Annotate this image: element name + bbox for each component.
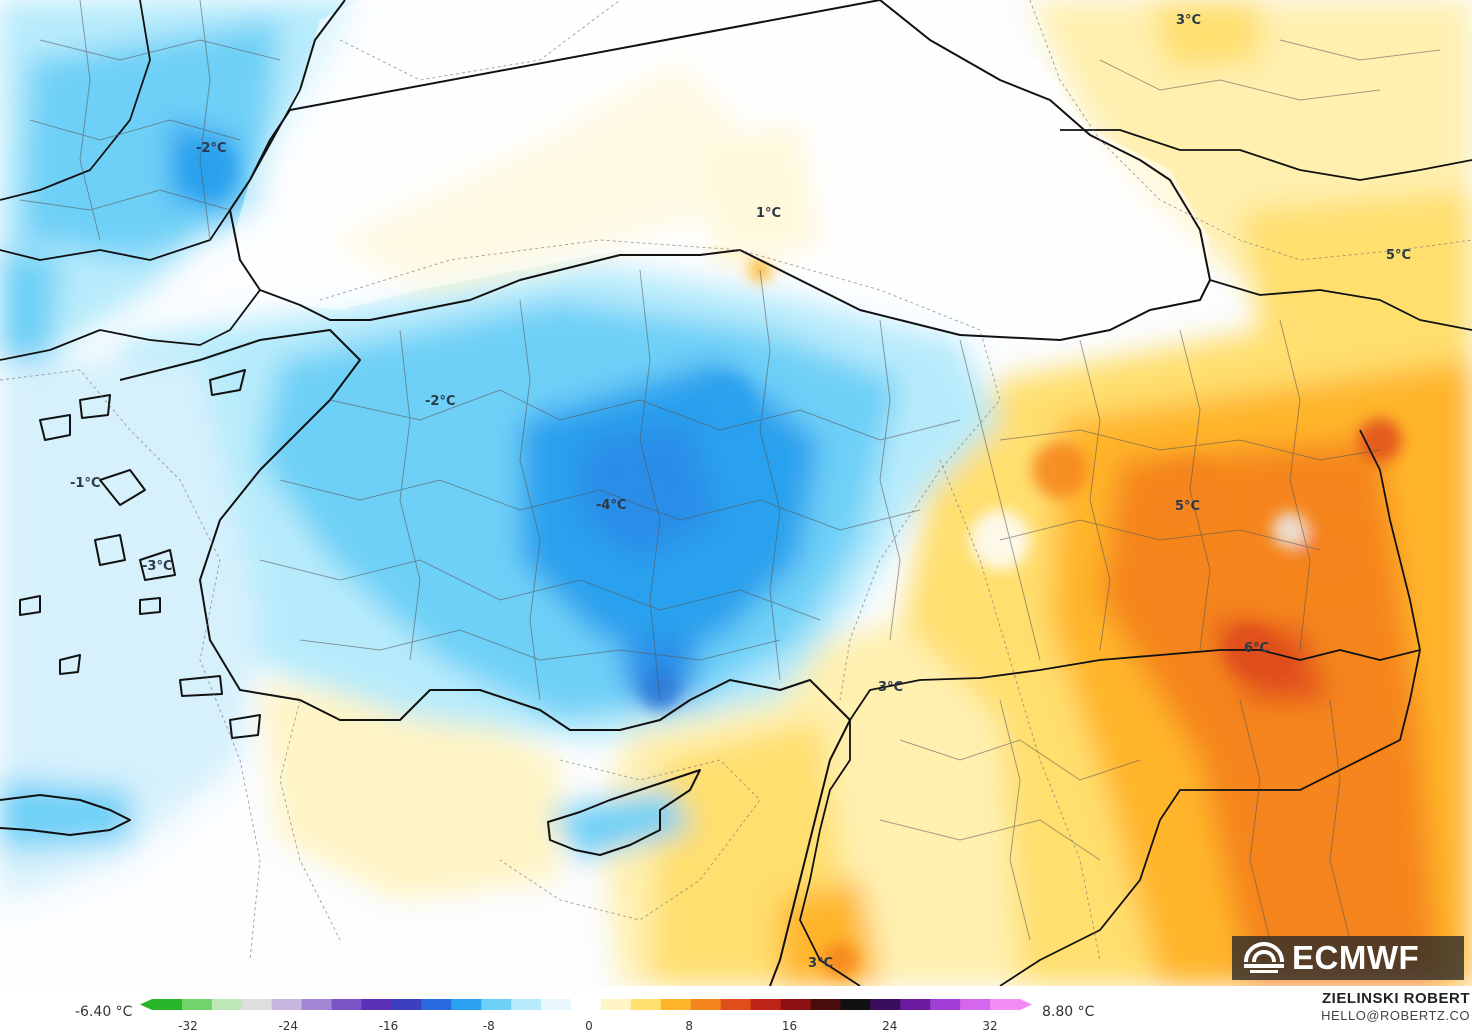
author-email: HELLO@ROBERTZ.CO — [1321, 1008, 1470, 1023]
scale-arrow-left — [140, 999, 152, 1010]
coastlines — [0, 0, 1211, 986]
ecmwf-logo: ECMWF — [1232, 936, 1464, 980]
color-swatch — [451, 999, 482, 1010]
scale-tick-label: 24 — [882, 1019, 897, 1033]
contour-lines — [0, 0, 1472, 961]
color-swatch — [690, 999, 722, 1010]
scale-tick-label: -24 — [278, 1019, 298, 1033]
color-swatch — [391, 999, 422, 1010]
color-swatch — [720, 999, 752, 1010]
scale-tick-label: -32 — [178, 1019, 198, 1033]
map-label: -1°C — [70, 476, 100, 491]
author-name: ZIELINSKI ROBERT — [1321, 990, 1470, 1007]
color-swatch — [181, 999, 213, 1010]
map-label: -2°C — [196, 141, 226, 156]
color-swatch — [211, 999, 243, 1010]
map-label: 3°C — [808, 956, 833, 971]
color-swatch — [660, 999, 692, 1010]
legend-min-value: -6.40 °C — [75, 1004, 133, 1020]
scale-tick-label: -16 — [379, 1019, 399, 1033]
color-swatch — [481, 999, 512, 1010]
color-swatch — [361, 999, 392, 1010]
scale-tick-label: 32 — [982, 1019, 997, 1033]
map-label: -4°C — [596, 498, 626, 513]
isotherm-labels: -2°C 1°C 3°C 5°C -2°C -1°C -3°C -4°C 5°C… — [70, 13, 1411, 971]
scale-tick-label: 16 — [782, 1019, 797, 1033]
map-label: 1°C — [756, 206, 781, 221]
map-label: 3°C — [878, 680, 903, 695]
color-swatch — [301, 999, 333, 1010]
scale-tick-label: 0 — [585, 1019, 593, 1033]
country-borders — [0, 0, 1472, 986]
color-swatch — [990, 999, 1021, 1010]
map-label: 3°C — [1176, 13, 1201, 28]
temperature-anomaly-map: -2°C 1°C 3°C 5°C -2°C -1°C -3°C -4°C 5°C… — [0, 0, 1472, 986]
color-swatch — [241, 999, 273, 1010]
scale-arrow-right — [1020, 999, 1032, 1010]
map-label: 6°C — [1244, 641, 1269, 656]
scale-tick-label: -8 — [483, 1019, 495, 1033]
color-swatch — [571, 999, 602, 1010]
color-swatch — [331, 999, 363, 1010]
color-swatch — [780, 999, 811, 1010]
color-swatch — [600, 999, 632, 1010]
color-swatch — [511, 999, 542, 1010]
black-sea — [230, 0, 1210, 335]
map-label: -2°C — [425, 394, 455, 409]
ecmwf-logo-text: ECMWF — [1292, 939, 1420, 976]
color-swatch — [152, 999, 183, 1010]
color-scale: -32 -24 -16 -8 0 8 16 24 32 — [140, 999, 1032, 1033]
color-swatch — [541, 999, 572, 1010]
color-swatch — [271, 999, 303, 1010]
color-swatch — [870, 999, 901, 1010]
scale-tick-label: 8 — [685, 1019, 693, 1033]
color-swatch — [810, 999, 841, 1010]
color-swatch — [900, 999, 931, 1010]
color-swatch — [750, 999, 782, 1010]
color-swatch — [630, 999, 662, 1010]
anomaly-patches — [184, 144, 1402, 978]
map-label: -3°C — [142, 559, 172, 574]
ecmwf-swirl-icon — [1244, 941, 1284, 973]
legend-footer: -6.40 °C -32 -24 -16 -8 0 8 16 24 32 8.80 °C ZIE… — [0, 986, 1472, 1035]
color-swatch — [421, 999, 452, 1010]
color-swatch — [840, 999, 871, 1010]
color-swatch — [960, 999, 991, 1010]
legend-max-value: 8.80 °C — [1042, 1004, 1095, 1020]
province-borders — [19, 0, 1441, 941]
map-label: 5°C — [1386, 248, 1411, 263]
color-swatch — [930, 999, 961, 1010]
map-label: 5°C — [1175, 499, 1200, 514]
